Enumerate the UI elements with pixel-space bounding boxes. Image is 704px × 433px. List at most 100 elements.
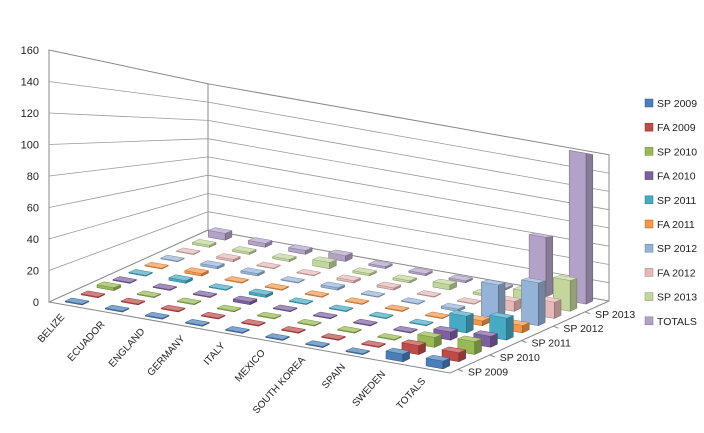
bar bbox=[320, 333, 347, 341]
depth-tick-label: SP 2013 bbox=[595, 309, 635, 321]
bar bbox=[408, 318, 434, 327]
bar bbox=[288, 297, 314, 305]
legend-label: FA 2012 bbox=[657, 267, 696, 279]
legend-label: SP 2012 bbox=[657, 243, 697, 255]
bar bbox=[360, 340, 387, 348]
left-wall bbox=[48, 49, 209, 303]
legend-swatch bbox=[644, 171, 654, 180]
legend: SP 2009 FA 2009 SP 2010 FA 2010 SP 2011 FA 20… bbox=[644, 98, 697, 328]
depth-tick-label: SP 2010 bbox=[500, 352, 540, 364]
bar bbox=[224, 326, 251, 334]
bar bbox=[367, 260, 394, 269]
bar bbox=[168, 274, 194, 284]
legend-item: FA 2009 bbox=[644, 122, 696, 134]
y-tick-label: 60 bbox=[27, 203, 39, 215]
bar bbox=[207, 227, 233, 241]
bar bbox=[175, 247, 201, 255]
bar bbox=[568, 150, 594, 305]
bar bbox=[456, 297, 482, 305]
bar bbox=[296, 318, 322, 327]
gridline bbox=[48, 211, 610, 284]
gridline bbox=[48, 138, 610, 211]
chart-walls bbox=[48, 49, 610, 374]
bar bbox=[191, 239, 217, 248]
legend-item: FA 2010 bbox=[644, 171, 696, 183]
bar bbox=[345, 347, 371, 356]
bar bbox=[264, 333, 291, 341]
bar bbox=[248, 288, 274, 298]
legend-label: SP 2013 bbox=[657, 292, 697, 304]
legend-item: SP 2013 bbox=[644, 292, 697, 304]
gridline bbox=[48, 156, 610, 229]
bar bbox=[448, 310, 475, 334]
legend-label: FA 2010 bbox=[657, 171, 696, 183]
y-tick-label: 80 bbox=[27, 171, 39, 183]
bar bbox=[247, 237, 273, 248]
x-tick-label: TOTALS bbox=[395, 376, 429, 412]
bar bbox=[176, 297, 202, 306]
x-tick-label: ITALY bbox=[202, 340, 228, 367]
bar bbox=[311, 256, 338, 270]
bar bbox=[127, 269, 154, 277]
bar bbox=[96, 281, 122, 291]
legend-item: TOTALS bbox=[644, 316, 697, 328]
legend-swatch bbox=[644, 122, 654, 132]
bar bbox=[64, 297, 90, 306]
bar bbox=[112, 276, 138, 284]
bar bbox=[160, 304, 186, 313]
bar bbox=[416, 290, 442, 298]
legend-item: FA 2011 bbox=[644, 219, 695, 231]
legend-swatch bbox=[644, 219, 654, 229]
legend-label: TOTALS bbox=[657, 316, 697, 328]
bar bbox=[104, 304, 130, 313]
y-tick-label: 120 bbox=[21, 108, 39, 120]
gridline bbox=[48, 81, 610, 174]
bar bbox=[368, 311, 394, 320]
bar bbox=[231, 246, 257, 255]
bar bbox=[440, 302, 466, 312]
bar bbox=[481, 279, 506, 319]
x-tick-label: SWEDEN bbox=[351, 369, 389, 409]
legend-swatch bbox=[644, 243, 654, 253]
bar bbox=[271, 253, 298, 262]
bar bbox=[304, 290, 330, 298]
bar bbox=[255, 261, 282, 270]
y-tick-label: 40 bbox=[27, 234, 39, 246]
bar bbox=[152, 283, 178, 291]
y-tick-label: 20 bbox=[27, 266, 39, 278]
bar bbox=[184, 319, 210, 327]
depth-tick-label: SP 2009 bbox=[468, 366, 508, 378]
bar bbox=[199, 260, 226, 270]
depth-tick-label: SP 2011 bbox=[532, 338, 571, 350]
depth-tick-label: SP 2012 bbox=[563, 323, 603, 335]
bar bbox=[336, 274, 362, 284]
back-wall bbox=[207, 83, 610, 302]
legend-item: SP 2011 bbox=[644, 195, 696, 207]
legend-swatch bbox=[644, 147, 654, 156]
legend-item: SP 2012 bbox=[644, 243, 697, 255]
bar bbox=[424, 311, 450, 320]
bar bbox=[232, 295, 258, 306]
bar bbox=[256, 311, 282, 320]
bar bbox=[521, 277, 546, 327]
bar bbox=[183, 267, 210, 277]
bar bbox=[376, 333, 403, 341]
bar bbox=[425, 354, 451, 370]
bar bbox=[143, 261, 170, 270]
bars bbox=[64, 150, 594, 370]
x-tick-label: SPAIN bbox=[320, 362, 348, 391]
bar bbox=[385, 347, 411, 363]
bar bbox=[448, 274, 474, 284]
x-tick-label: GERMANY bbox=[146, 333, 188, 378]
bar bbox=[320, 281, 346, 291]
legend-item: FA 2012 bbox=[644, 267, 696, 279]
bar bbox=[352, 318, 378, 327]
bar bbox=[280, 326, 307, 334]
legend-label: SP 2010 bbox=[657, 146, 697, 158]
bar bbox=[287, 244, 313, 255]
bar bbox=[351, 267, 378, 277]
gridline bbox=[48, 193, 610, 265]
bar bbox=[216, 304, 242, 313]
